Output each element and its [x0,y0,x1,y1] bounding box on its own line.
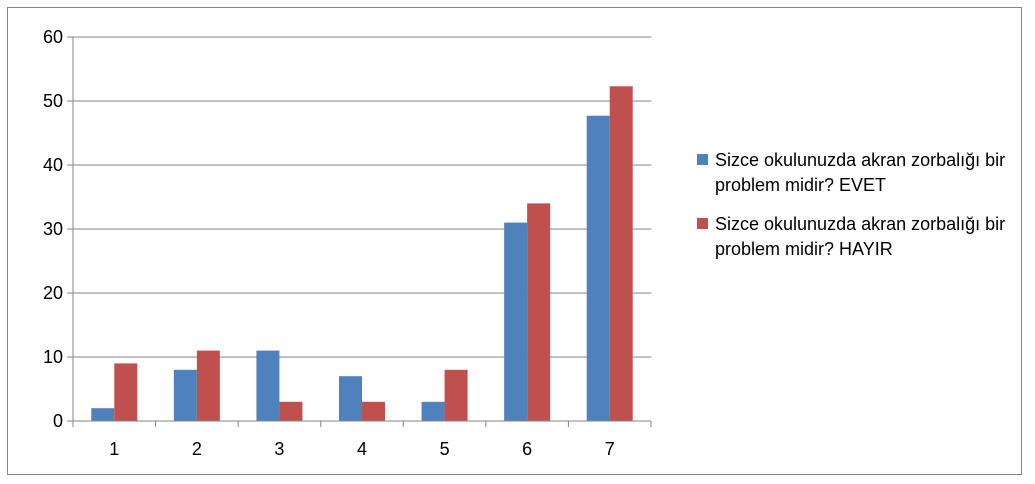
legend-item-hayir: Sizce okulunuzda akran zorbalığı bir pro… [697,212,1017,262]
x-tick-label-1: 1 [109,439,119,459]
bar-series1-cat1 [91,408,115,421]
y-tick-label-40: 40 [43,155,63,175]
bar-series1-cat5 [421,401,445,421]
legend-swatch-evet [697,154,708,165]
y-tick-label-10: 10 [43,347,63,367]
legend-label-hayir: Sizce okulunuzda akran zorbalığı bir pro… [715,214,1006,259]
x-tick-label-3: 3 [274,439,284,459]
x-tick-label-6: 6 [522,439,532,459]
bar-series1-cat6 [504,222,528,421]
bar-series1-cat7 [586,115,610,421]
bar-series1-cat3 [256,350,280,421]
x-tick-label-5: 5 [440,439,450,459]
bar-series2-cat1 [114,363,138,421]
y-tick-label-20: 20 [43,283,63,303]
legend-item-evet: Sizce okulunuzda akran zorbalığı bir pro… [697,148,1017,198]
x-tick-label-2: 2 [192,439,202,459]
bar-series2-cat3 [279,401,303,421]
bar-series2-cat2 [196,350,220,421]
bar-series2-cat6 [527,203,551,421]
bar-series2-cat5 [444,369,468,421]
y-tick-label-30: 30 [43,219,63,239]
legend-swatch-hayir [697,218,708,229]
x-tick-label-7: 7 [605,439,615,459]
bar-series1-cat4 [339,376,362,421]
y-tick-label-50: 50 [43,91,63,111]
y-tick-label-0: 0 [53,411,63,431]
legend-label-evet: Sizce okulunuzda akran zorbalığı bir pro… [715,150,1006,195]
bar-series1-cat2 [173,369,197,421]
legend: Sizce okulunuzda akran zorbalığı bir pro… [697,148,1017,276]
x-tick-label-4: 4 [357,439,367,459]
bar-series2-cat4 [362,401,385,421]
bar-series2-cat7 [609,86,633,421]
y-tick-label-60: 60 [43,27,63,47]
